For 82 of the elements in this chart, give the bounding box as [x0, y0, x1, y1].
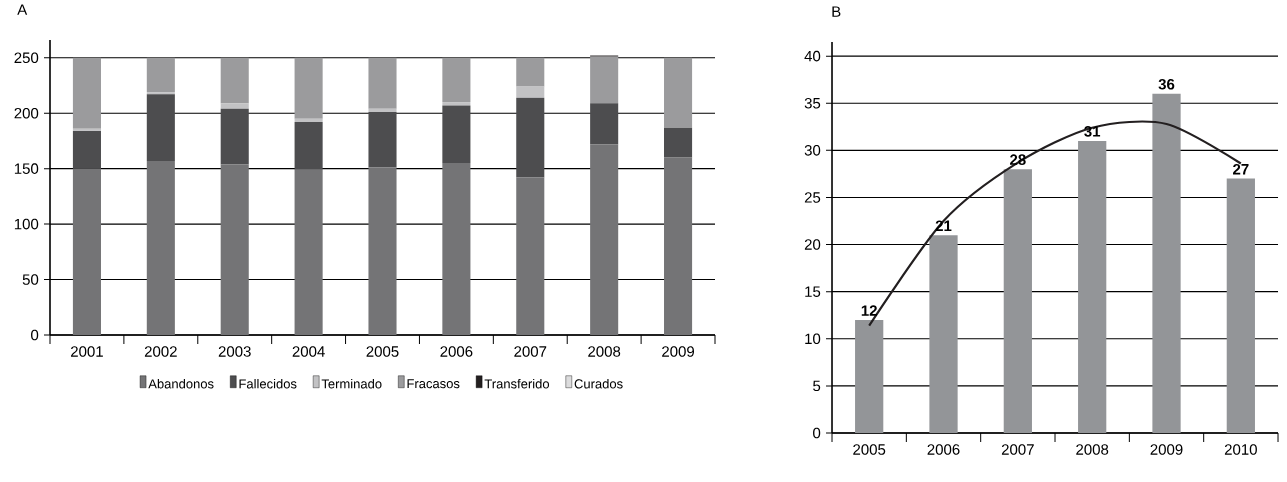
bar [294, 169, 323, 335]
y-tick-label: 10 [805, 333, 821, 345]
bar [368, 112, 397, 168]
bar [294, 57, 323, 119]
bar [146, 160, 175, 335]
bar [220, 57, 249, 104]
x-tick-label: 2006 [440, 346, 473, 357]
x-tick-label: 2009 [662, 346, 695, 357]
bar [929, 235, 958, 433]
bar [220, 164, 249, 335]
bar [442, 105, 471, 164]
bar [442, 102, 471, 106]
bar [442, 163, 471, 335]
bar [1152, 93, 1181, 433]
chart-title: B [832, 6, 841, 17]
legend-label: Terminado [321, 378, 382, 389]
bar [1226, 178, 1255, 433]
legend-label: Fracasos [407, 379, 460, 389]
bar [294, 122, 323, 170]
data-label: 27 [1233, 163, 1249, 175]
legend-label: Transferido [484, 378, 550, 389]
x-tick-label: 2008 [1076, 444, 1109, 455]
data-label: 31 [1084, 126, 1101, 137]
y-tick-label: 40 [804, 50, 821, 62]
bar [368, 57, 397, 109]
x-tick-label: 2010 [1224, 444, 1257, 455]
bar [516, 177, 545, 335]
bar [516, 57, 545, 87]
x-tick-label: 2001 [71, 346, 103, 357]
legend-label: Fallecidos [239, 378, 297, 389]
bar [146, 94, 175, 161]
y-tick-label: 0 [31, 329, 39, 341]
bar [146, 57, 175, 93]
bar [855, 319, 884, 433]
legend-label: Abandonos [148, 378, 214, 389]
y-tick-label: 200 [14, 107, 39, 119]
bar [664, 157, 693, 335]
y-tick-label: 35 [804, 97, 821, 109]
y-tick-label: 0 [813, 427, 821, 439]
y-tick-label: 25 [804, 192, 821, 203]
x-tick-label: 2007 [1001, 444, 1034, 455]
bar [72, 57, 101, 129]
bar [368, 167, 397, 335]
bar [590, 144, 619, 335]
x-tick-label: 2006 [927, 444, 960, 455]
y-tick-label: 100 [14, 218, 39, 230]
chart-title: A [17, 4, 28, 15]
x-tick-label: 2002 [144, 346, 177, 357]
x-tick-label: 2009 [1150, 444, 1183, 455]
bar [146, 92, 175, 95]
data-label: 36 [1158, 78, 1175, 90]
x-tick-label: 2005 [853, 444, 886, 455]
bar [72, 128, 101, 131]
bar [516, 97, 545, 178]
y-tick-label: 20 [804, 239, 821, 250]
legend-label: Curados [574, 378, 623, 389]
x-tick-label: 2005 [366, 346, 399, 357]
bar [1003, 169, 1032, 433]
x-tick-label: 2007 [514, 346, 547, 357]
bar [516, 86, 545, 98]
x-tick-label: 2004 [292, 346, 325, 357]
bar [220, 108, 249, 165]
y-tick-label: 150 [14, 163, 39, 174]
y-tick-label: 15 [805, 286, 821, 297]
y-tick-label: 30 [804, 145, 821, 156]
x-tick-label: 2008 [588, 346, 621, 357]
bar [590, 103, 619, 145]
x-tick-label: 2003 [218, 346, 251, 357]
bar [220, 103, 249, 109]
bar [590, 56, 619, 104]
y-tick-label: 5 [813, 380, 821, 392]
bar [72, 168, 101, 335]
bar [294, 118, 323, 123]
y-tick-label: 50 [22, 274, 39, 285]
bar [368, 108, 397, 113]
bar [664, 127, 693, 158]
bar [664, 57, 693, 128]
bar [1078, 140, 1107, 433]
data-label: 12 [861, 305, 877, 316]
bar [72, 130, 101, 169]
y-tick-label: 250 [14, 52, 39, 64]
bar [442, 57, 471, 103]
